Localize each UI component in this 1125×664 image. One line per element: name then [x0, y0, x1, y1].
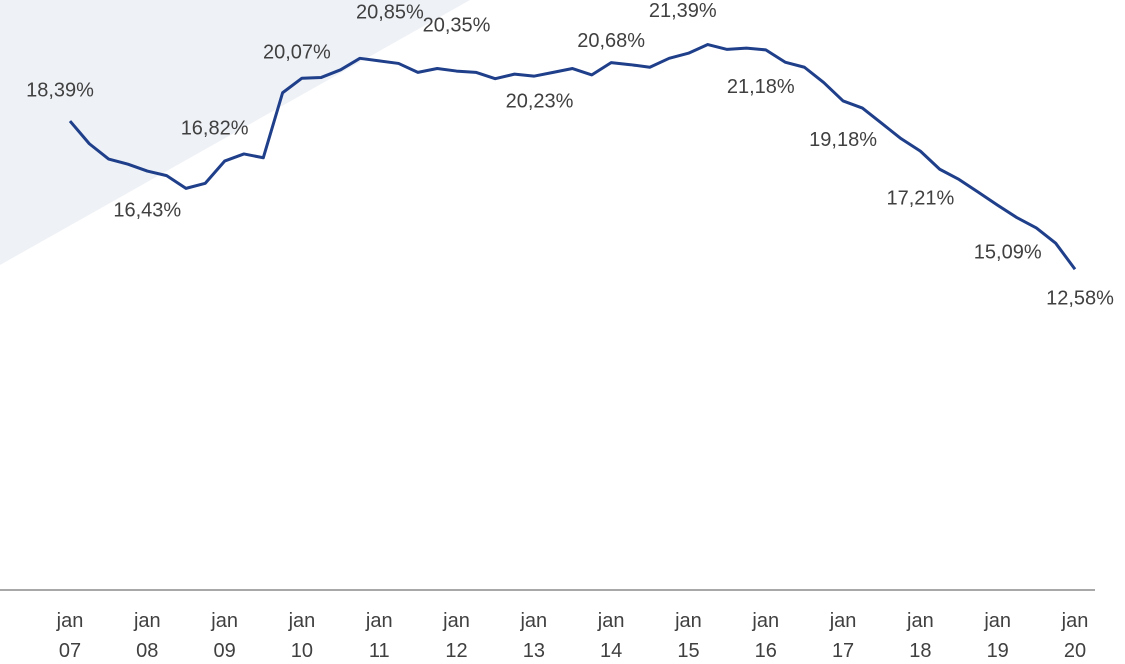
x-tick-label: jan 07 [56, 610, 84, 662]
x-tick-label-line: jan [56, 610, 84, 632]
data-label: 21,39% [649, 0, 717, 22]
x-tick-label-line: 20 [1064, 640, 1086, 662]
data-label: 16,43% [113, 199, 181, 221]
data-label: 20,07% [263, 41, 331, 63]
x-tick-label-line: 17 [832, 640, 854, 662]
x-tick-label-line: 18 [909, 640, 931, 662]
x-tick-label-line: 15 [677, 640, 699, 662]
x-tick-label-line: 08 [136, 640, 158, 662]
data-label: 15,09% [974, 241, 1042, 263]
x-tick-label-line: 12 [445, 640, 467, 662]
x-tick-label-line: 10 [291, 640, 313, 662]
x-tick-label-line: 09 [213, 640, 235, 662]
x-tick-label-line: jan [365, 610, 393, 632]
x-tick-label: jan 17 [829, 610, 857, 662]
x-tick-label-line: 14 [600, 640, 622, 662]
data-label: 20,23% [506, 90, 574, 112]
x-tick-label: jan 12 [442, 610, 470, 662]
x-tick-label-line: 16 [755, 640, 777, 662]
x-tick-label-line: jan [519, 610, 547, 632]
x-tick-label-line: 19 [987, 640, 1009, 662]
data-label: 18,39% [26, 79, 94, 101]
x-tick-label-line: jan [906, 610, 934, 632]
x-tick-label-line: jan [1061, 610, 1089, 632]
background-shape [0, 0, 470, 265]
x-tick-label: jan 08 [133, 610, 161, 662]
x-tick-label: jan 15 [674, 610, 702, 662]
data-label: 12,58% [1046, 287, 1114, 309]
data-label: 20,68% [577, 30, 645, 52]
x-tick-label-line: jan [442, 610, 470, 632]
x-tick-label-line: jan [597, 610, 625, 632]
x-tick-label: jan 19 [983, 610, 1011, 662]
x-tick-label: jan 13 [519, 610, 547, 662]
data-label: 20,35% [423, 14, 491, 36]
x-tick-label: jan 09 [210, 610, 238, 662]
data-label: 20,85% [356, 2, 424, 24]
data-label: 21,18% [727, 76, 795, 98]
x-tick-label-line: 07 [59, 640, 81, 662]
x-tick-label-line: jan [983, 610, 1011, 632]
x-tick-label-line: jan [288, 610, 316, 632]
x-tick-label-line: jan [210, 610, 238, 632]
x-tick-label-line: jan [674, 610, 702, 632]
x-tick-label-line: jan [751, 610, 779, 632]
x-tick-label-line: 13 [523, 640, 545, 662]
x-tick-label-line: jan [829, 610, 857, 632]
line [68, 43, 1077, 271]
x-tick-label-line: 11 [369, 640, 390, 662]
x-tick-label: jan 18 [906, 610, 934, 662]
x-tick-label: jan 14 [597, 610, 625, 662]
x-tick-label: jan 11 [365, 610, 393, 662]
data-label: 19,18% [809, 129, 877, 151]
x-tick-label: jan 20 [1061, 610, 1089, 662]
x-tick-label: jan 10 [288, 610, 316, 662]
x-tick-label: jan 16 [751, 610, 779, 662]
data-label: 16,82% [181, 117, 249, 139]
data-label: 17,21% [886, 187, 954, 209]
x-tick-label-line: jan [133, 610, 161, 632]
